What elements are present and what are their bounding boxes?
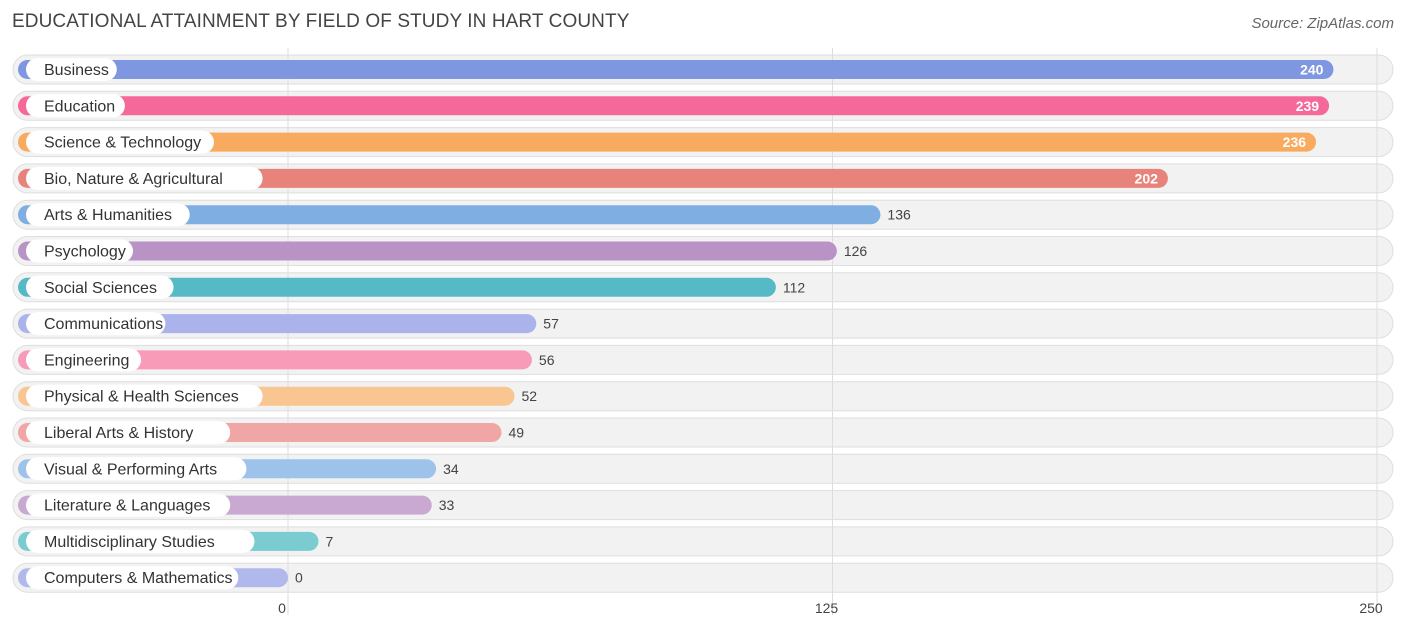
value-label: 57 [543, 316, 559, 332]
category-label-pill [26, 239, 133, 263]
value-label: 126 [844, 243, 868, 259]
bar-group-literature-and-languages: Literature & Languages 33 [18, 493, 455, 517]
value-label: 240 [1300, 62, 1324, 78]
category-label-pill [26, 493, 231, 517]
category-label-pill [26, 566, 239, 590]
bar-group-multidisciplinary-studies: Multidisciplinary Studies 7 [18, 529, 333, 553]
bar-group-computers-and-mathematics: Computers & Mathematics 0 [18, 566, 303, 590]
category-label: Literature & Languages [44, 498, 210, 515]
category-label: Engineering [44, 352, 129, 369]
x-tick-label: 250 [1359, 600, 1383, 616]
bar-psychology [18, 241, 837, 261]
category-label-pill [26, 275, 174, 299]
category-label-pill [26, 421, 231, 444]
category-label: Business [44, 62, 109, 79]
bar-group-psychology: Psychology 126 [18, 239, 868, 263]
category-label-pill [26, 384, 263, 408]
value-label: 239 [1296, 98, 1320, 114]
bar-group-visual-and-performing-arts: Visual & Performing Arts 34 [18, 457, 459, 481]
category-label-pill [26, 348, 142, 372]
category-label: Social Sciences [44, 280, 157, 297]
row-background [12, 526, 1394, 557]
category-label: Visual & Performing Arts [44, 461, 217, 478]
row-background [12, 562, 1394, 593]
value-label: 136 [887, 207, 911, 223]
x-tick-label: 125 [815, 600, 839, 616]
x-tick-label: 0 [278, 600, 286, 616]
category-label-pill [26, 94, 125, 118]
value-label: 49 [508, 425, 524, 441]
value-label: 0 [295, 570, 303, 586]
bar-group-bio-nature-and-agricultural: Bio, Nature & Agricultural 202 [18, 166, 1168, 190]
chart-source: Source: ZipAtlas.com [1251, 15, 1394, 32]
value-label: 112 [783, 279, 806, 295]
category-label-pill [26, 58, 117, 81]
category-label: Arts & Humanities [44, 207, 172, 224]
bar-group-communications: Communications 57 [18, 312, 559, 336]
bar-group-liberal-arts-and-history: Liberal Arts & History 49 [18, 421, 524, 444]
bar-business [18, 60, 1334, 79]
category-label: Multidisciplinary Studies [44, 534, 215, 551]
value-label: 52 [522, 388, 538, 404]
value-label: 33 [439, 497, 455, 513]
bar-bio-nature-and-agricultural [18, 168, 1168, 188]
value-label: 236 [1283, 134, 1307, 150]
bar-group-engineering: Engineering 56 [18, 348, 555, 372]
bar-group-social-sciences: Social Sciences 112 [18, 275, 806, 299]
bar-group-education: Education 239 [18, 94, 1330, 118]
value-label: 202 [1135, 170, 1159, 186]
category-label: Liberal Arts & History [44, 425, 193, 442]
value-label: 56 [539, 352, 555, 368]
category-label-pill [26, 457, 247, 481]
category-label: Bio, Nature & Agricultural [44, 171, 223, 188]
bar-group-science-and-technology: Science & Technology 236 [18, 130, 1317, 154]
bar-group-physical-and-health-sciences: Physical & Health Sciences 52 [18, 384, 538, 408]
bar-group-business: Business 240 [18, 58, 1334, 81]
bar-engineering [18, 350, 532, 370]
bar-social-sciences [18, 277, 776, 297]
category-label-pill [26, 529, 255, 553]
category-label: Education [44, 98, 115, 115]
category-label: Physical & Health Sciences [44, 389, 239, 406]
category-label: Science & Technology [44, 135, 201, 152]
bar-arts-and-humanities [18, 205, 881, 225]
category-label: Communications [44, 316, 163, 333]
category-label-pill [26, 312, 166, 336]
value-label: 34 [443, 461, 459, 477]
bar-science-and-technology [18, 132, 1317, 152]
chart-title: EDUCATIONAL ATTAINMENT BY FIELD OF STUDY… [12, 11, 630, 32]
category-label-pill [26, 130, 214, 154]
category-label: Psychology [44, 244, 126, 261]
bar-education [18, 96, 1330, 116]
category-label: Computers & Mathematics [44, 570, 233, 587]
category-label-pill [26, 203, 190, 227]
category-label-pill [26, 166, 263, 190]
bar-group-arts-and-humanities: Arts & Humanities 136 [18, 203, 911, 227]
value-label: 7 [325, 533, 333, 549]
